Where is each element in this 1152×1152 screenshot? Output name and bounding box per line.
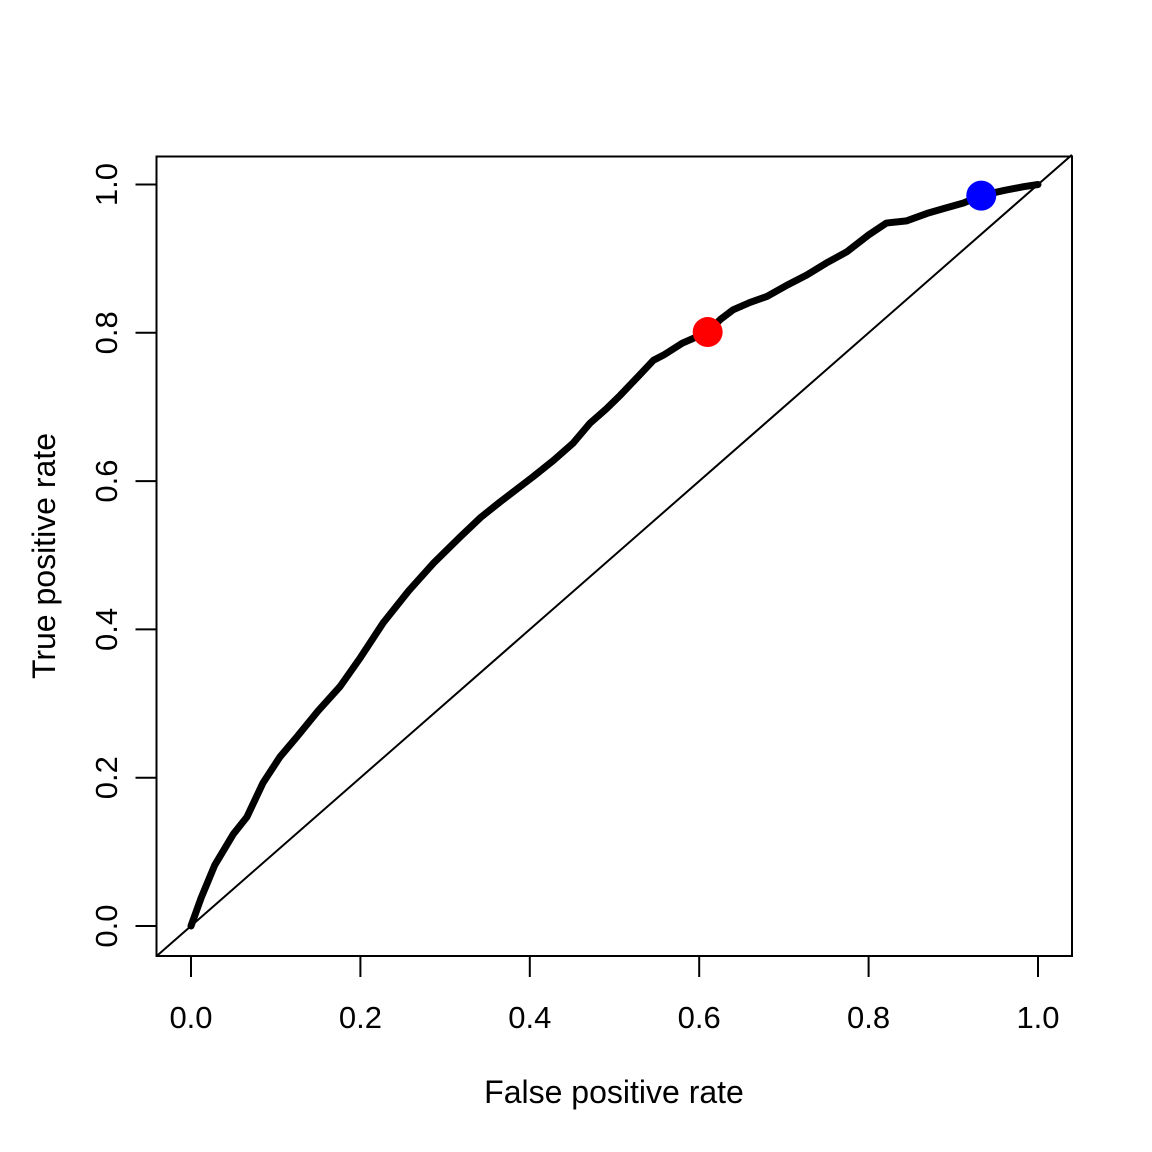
x-axis-title: False positive rate (484, 1074, 744, 1110)
y-axis-title: True positive rate (26, 433, 62, 679)
x-tick-label-0: 0.0 (169, 1000, 212, 1035)
threshold-marker-red (692, 317, 723, 348)
x-axis-ticks (190, 957, 1039, 977)
x-axis-tick-labels: 0.0 0.2 0.4 0.6 0.8 1.0 (169, 1000, 1059, 1035)
plot-box (155, 155, 1073, 957)
roc-curve-line (187, 181, 1042, 930)
y-tick-label-1: 0.2 (89, 756, 124, 799)
chance-diagonal-line (156, 154, 1073, 957)
y-axis-tick-labels: 0.0 0.2 0.4 0.6 0.8 1.0 (89, 163, 124, 948)
x-tick-label-3: 0.6 (678, 1000, 721, 1035)
threshold-marker-blue (966, 180, 997, 211)
y-tick-label-4: 0.8 (89, 311, 124, 354)
x-tick-label-1: 0.2 (339, 1000, 382, 1035)
y-tick-label-3: 0.6 (89, 460, 124, 503)
x-tick-label-2: 0.4 (508, 1000, 551, 1035)
y-tick-label-0: 0.0 (89, 904, 124, 947)
y-axis-ticks (135, 183, 156, 927)
y-tick-label-2: 0.4 (89, 608, 124, 651)
y-tick-label-5: 1.0 (89, 163, 124, 206)
x-tick-label-5: 1.0 (1016, 1000, 1059, 1035)
x-tick-label-4: 0.8 (847, 1000, 890, 1035)
series-layer (156, 154, 1073, 957)
